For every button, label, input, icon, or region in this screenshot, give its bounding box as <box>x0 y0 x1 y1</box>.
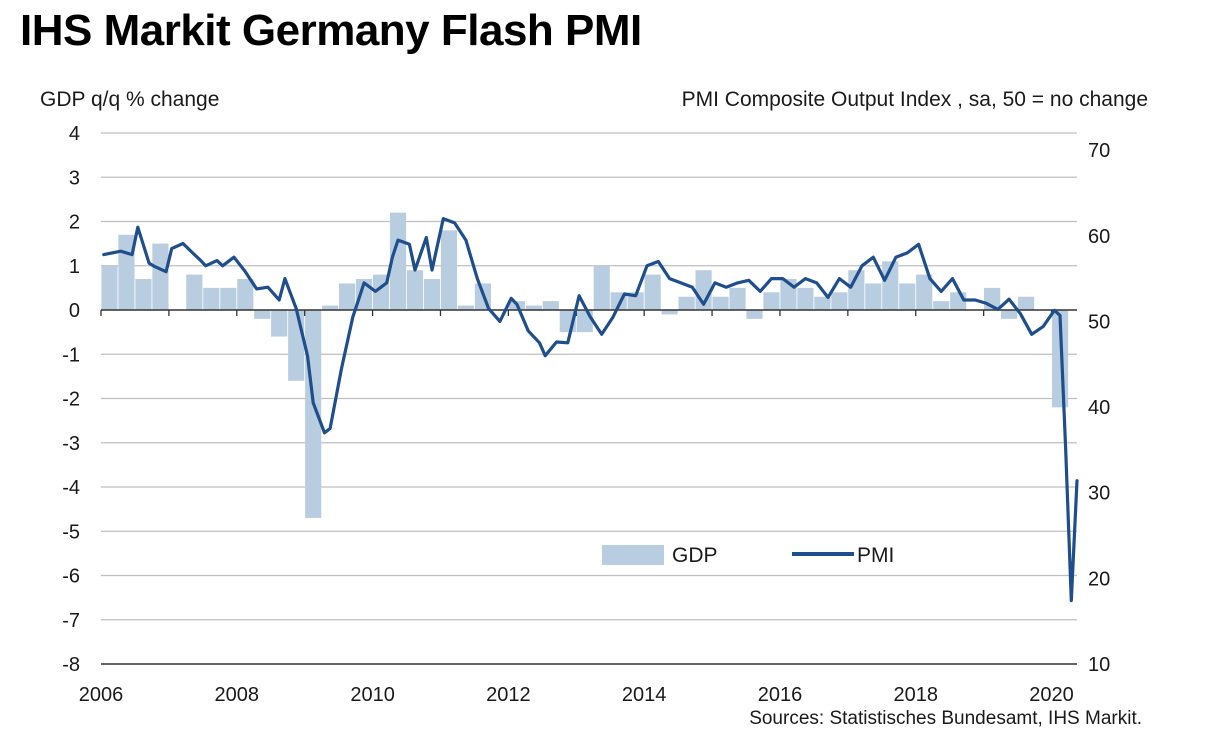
x-tick-label: 2006 <box>79 684 124 706</box>
y-left-tick-label: -6 <box>62 566 80 588</box>
chart-title: IHS Markit Germany Flash PMI <box>20 6 642 55</box>
gdp-bar <box>339 283 356 310</box>
gdp-bar <box>797 287 814 310</box>
gdp-bar <box>389 212 407 310</box>
y-left-tick-label: -2 <box>62 389 80 411</box>
gdp-bar <box>746 310 763 319</box>
y-left-tick-label: 0 <box>69 300 80 322</box>
y-left-tick-label: 2 <box>69 212 80 234</box>
y-left-tick-label: -3 <box>62 433 80 455</box>
pmi-line-layer <box>102 217 1079 603</box>
y-right-tick-label: 20 <box>1088 568 1110 590</box>
gdp-bar <box>627 292 644 310</box>
gdp-bar <box>135 279 152 310</box>
gdp-bars <box>101 212 1069 518</box>
legend: GDP PMI <box>602 544 894 567</box>
gdp-bar <box>593 265 610 310</box>
y-right-tick-label: 60 <box>1088 226 1110 248</box>
y-left-tick-label: 4 <box>69 123 80 145</box>
pmi-line <box>102 217 1079 603</box>
x-tick-label: 2008 <box>215 684 260 706</box>
source-note: Sources: Statistisches Bundesamt, IHS Ma… <box>749 708 1142 729</box>
gdp-bar <box>865 283 882 310</box>
x-tick-label: 2012 <box>486 684 531 706</box>
left-axis-label: GDP q/q % change <box>40 88 220 111</box>
gdp-bar <box>440 230 458 310</box>
gdp-bar <box>220 287 237 310</box>
y-right-tick-label: 30 <box>1088 483 1110 505</box>
gdp-bar <box>831 292 848 310</box>
gdp-bar <box>661 310 678 315</box>
y-left-tick-label: -7 <box>62 610 80 632</box>
x-tick-label: 2018 <box>893 684 938 706</box>
gdp-bar <box>678 296 695 310</box>
y-left-tick-label: 3 <box>69 167 80 189</box>
gdp-bar <box>237 279 254 310</box>
y-right-tick-label: 70 <box>1088 140 1110 162</box>
gdp-bar <box>423 279 441 310</box>
y-right-tick-label: 40 <box>1088 397 1110 419</box>
gdp-bar <box>1017 296 1035 310</box>
gdp-bar <box>814 296 831 310</box>
gdp-bar <box>288 310 305 381</box>
gdp-bar <box>406 270 424 310</box>
y-left-tick-label: 1 <box>69 256 80 278</box>
x-tick-label: 2020 <box>1029 684 1074 706</box>
legend-gdp-swatch <box>602 545 664 565</box>
y-left-tick-label: -1 <box>62 344 80 366</box>
gdp-bar <box>525 305 542 310</box>
gdp-bar <box>118 234 135 310</box>
y-right-tick-label: 50 <box>1088 311 1110 333</box>
gdp-bar <box>152 243 169 310</box>
y-left-tick-label: -8 <box>62 654 80 676</box>
x-tick-label: 2010 <box>350 684 395 706</box>
gdp-bar <box>203 287 220 310</box>
gdp-bar <box>899 283 916 310</box>
gdp-bar <box>848 270 865 310</box>
gdp-bar <box>1001 310 1018 319</box>
x-tick-label: 2016 <box>758 684 803 706</box>
gdp-bar <box>916 274 933 310</box>
gdp-bar <box>712 296 729 310</box>
x-tick-label: 2014 <box>622 684 667 706</box>
gdp-bar <box>542 301 559 310</box>
gdp-bar <box>576 310 593 333</box>
y-left-tick-label: -5 <box>62 521 80 543</box>
right-axis-label: PMI Composite Output Index , sa, 50 = no… <box>681 88 1148 111</box>
grid-lines <box>101 132 1077 621</box>
legend-pmi-label: PMI <box>857 544 894 567</box>
gdp-bar <box>322 305 339 310</box>
gdp-bar <box>644 274 661 310</box>
gdp-bar <box>101 265 118 310</box>
gdp-bar <box>271 310 288 337</box>
gdp-bar <box>186 274 203 310</box>
gdp-bar <box>254 310 271 319</box>
y-left-tick-label: -4 <box>62 477 80 499</box>
y-right-tick-label: 10 <box>1088 654 1110 676</box>
gdp-bar <box>457 305 475 310</box>
legend-gdp-label: GDP <box>672 544 718 567</box>
gdp-bar <box>729 287 746 310</box>
gdp-bar <box>763 292 780 310</box>
gdp-bar <box>933 301 950 310</box>
